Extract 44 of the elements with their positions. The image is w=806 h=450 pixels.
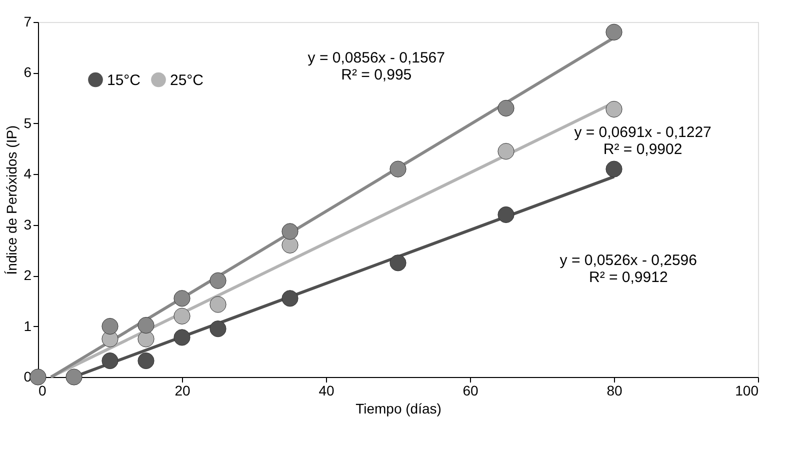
y-tick-label: 2 bbox=[24, 267, 32, 284]
x-tick-label: 60 bbox=[462, 382, 478, 398]
x-tick-label: 40 bbox=[318, 382, 334, 398]
point bbox=[282, 290, 298, 307]
point bbox=[390, 254, 406, 272]
point bbox=[606, 160, 622, 178]
point bbox=[282, 236, 298, 254]
y-tick-label: 6 bbox=[24, 64, 32, 80]
point bbox=[174, 290, 190, 307]
y-axis-title: Índice de Peróxidos (IP) bbox=[4, 125, 20, 275]
point bbox=[138, 316, 154, 334]
annotation: y = 0,0856x - 0,1567 R² = 0,995 bbox=[308, 50, 445, 84]
y-tick-label: 3 bbox=[24, 216, 32, 232]
y-tick-label: 1 bbox=[24, 318, 32, 334]
point bbox=[210, 320, 226, 338]
point bbox=[102, 318, 118, 335]
point bbox=[138, 352, 154, 370]
x-axis-title: Tiempo (días) bbox=[356, 400, 442, 416]
point bbox=[606, 24, 622, 40]
point bbox=[498, 100, 514, 117]
annotation: y = 0,0526x - 0,2596 R² = 0,9912 bbox=[560, 252, 697, 286]
point bbox=[498, 143, 514, 160]
x-tick-label: 20 bbox=[174, 382, 190, 398]
y-tick-label: 4 bbox=[24, 166, 32, 182]
point bbox=[498, 206, 514, 224]
point bbox=[210, 272, 226, 289]
x-tick-label: 80 bbox=[606, 382, 622, 398]
point bbox=[138, 330, 154, 348]
annotation: y = 0,0691x - 0,1227 R² = 0,9902 bbox=[574, 124, 712, 158]
point bbox=[606, 100, 622, 118]
point bbox=[30, 368, 46, 386]
legend-label: 15°C bbox=[107, 72, 141, 89]
point bbox=[102, 352, 118, 370]
y-tick-label: 7 bbox=[24, 14, 32, 30]
point bbox=[174, 329, 190, 346]
x-tick-label: 100 bbox=[735, 382, 759, 398]
point bbox=[282, 223, 298, 240]
legend-label: 25°C bbox=[170, 72, 204, 89]
y-tick-label: 5 bbox=[24, 114, 32, 131]
point bbox=[210, 296, 226, 313]
point bbox=[174, 308, 190, 324]
x-tick-label: 0 bbox=[38, 382, 46, 398]
point bbox=[390, 160, 406, 178]
point bbox=[66, 368, 82, 386]
